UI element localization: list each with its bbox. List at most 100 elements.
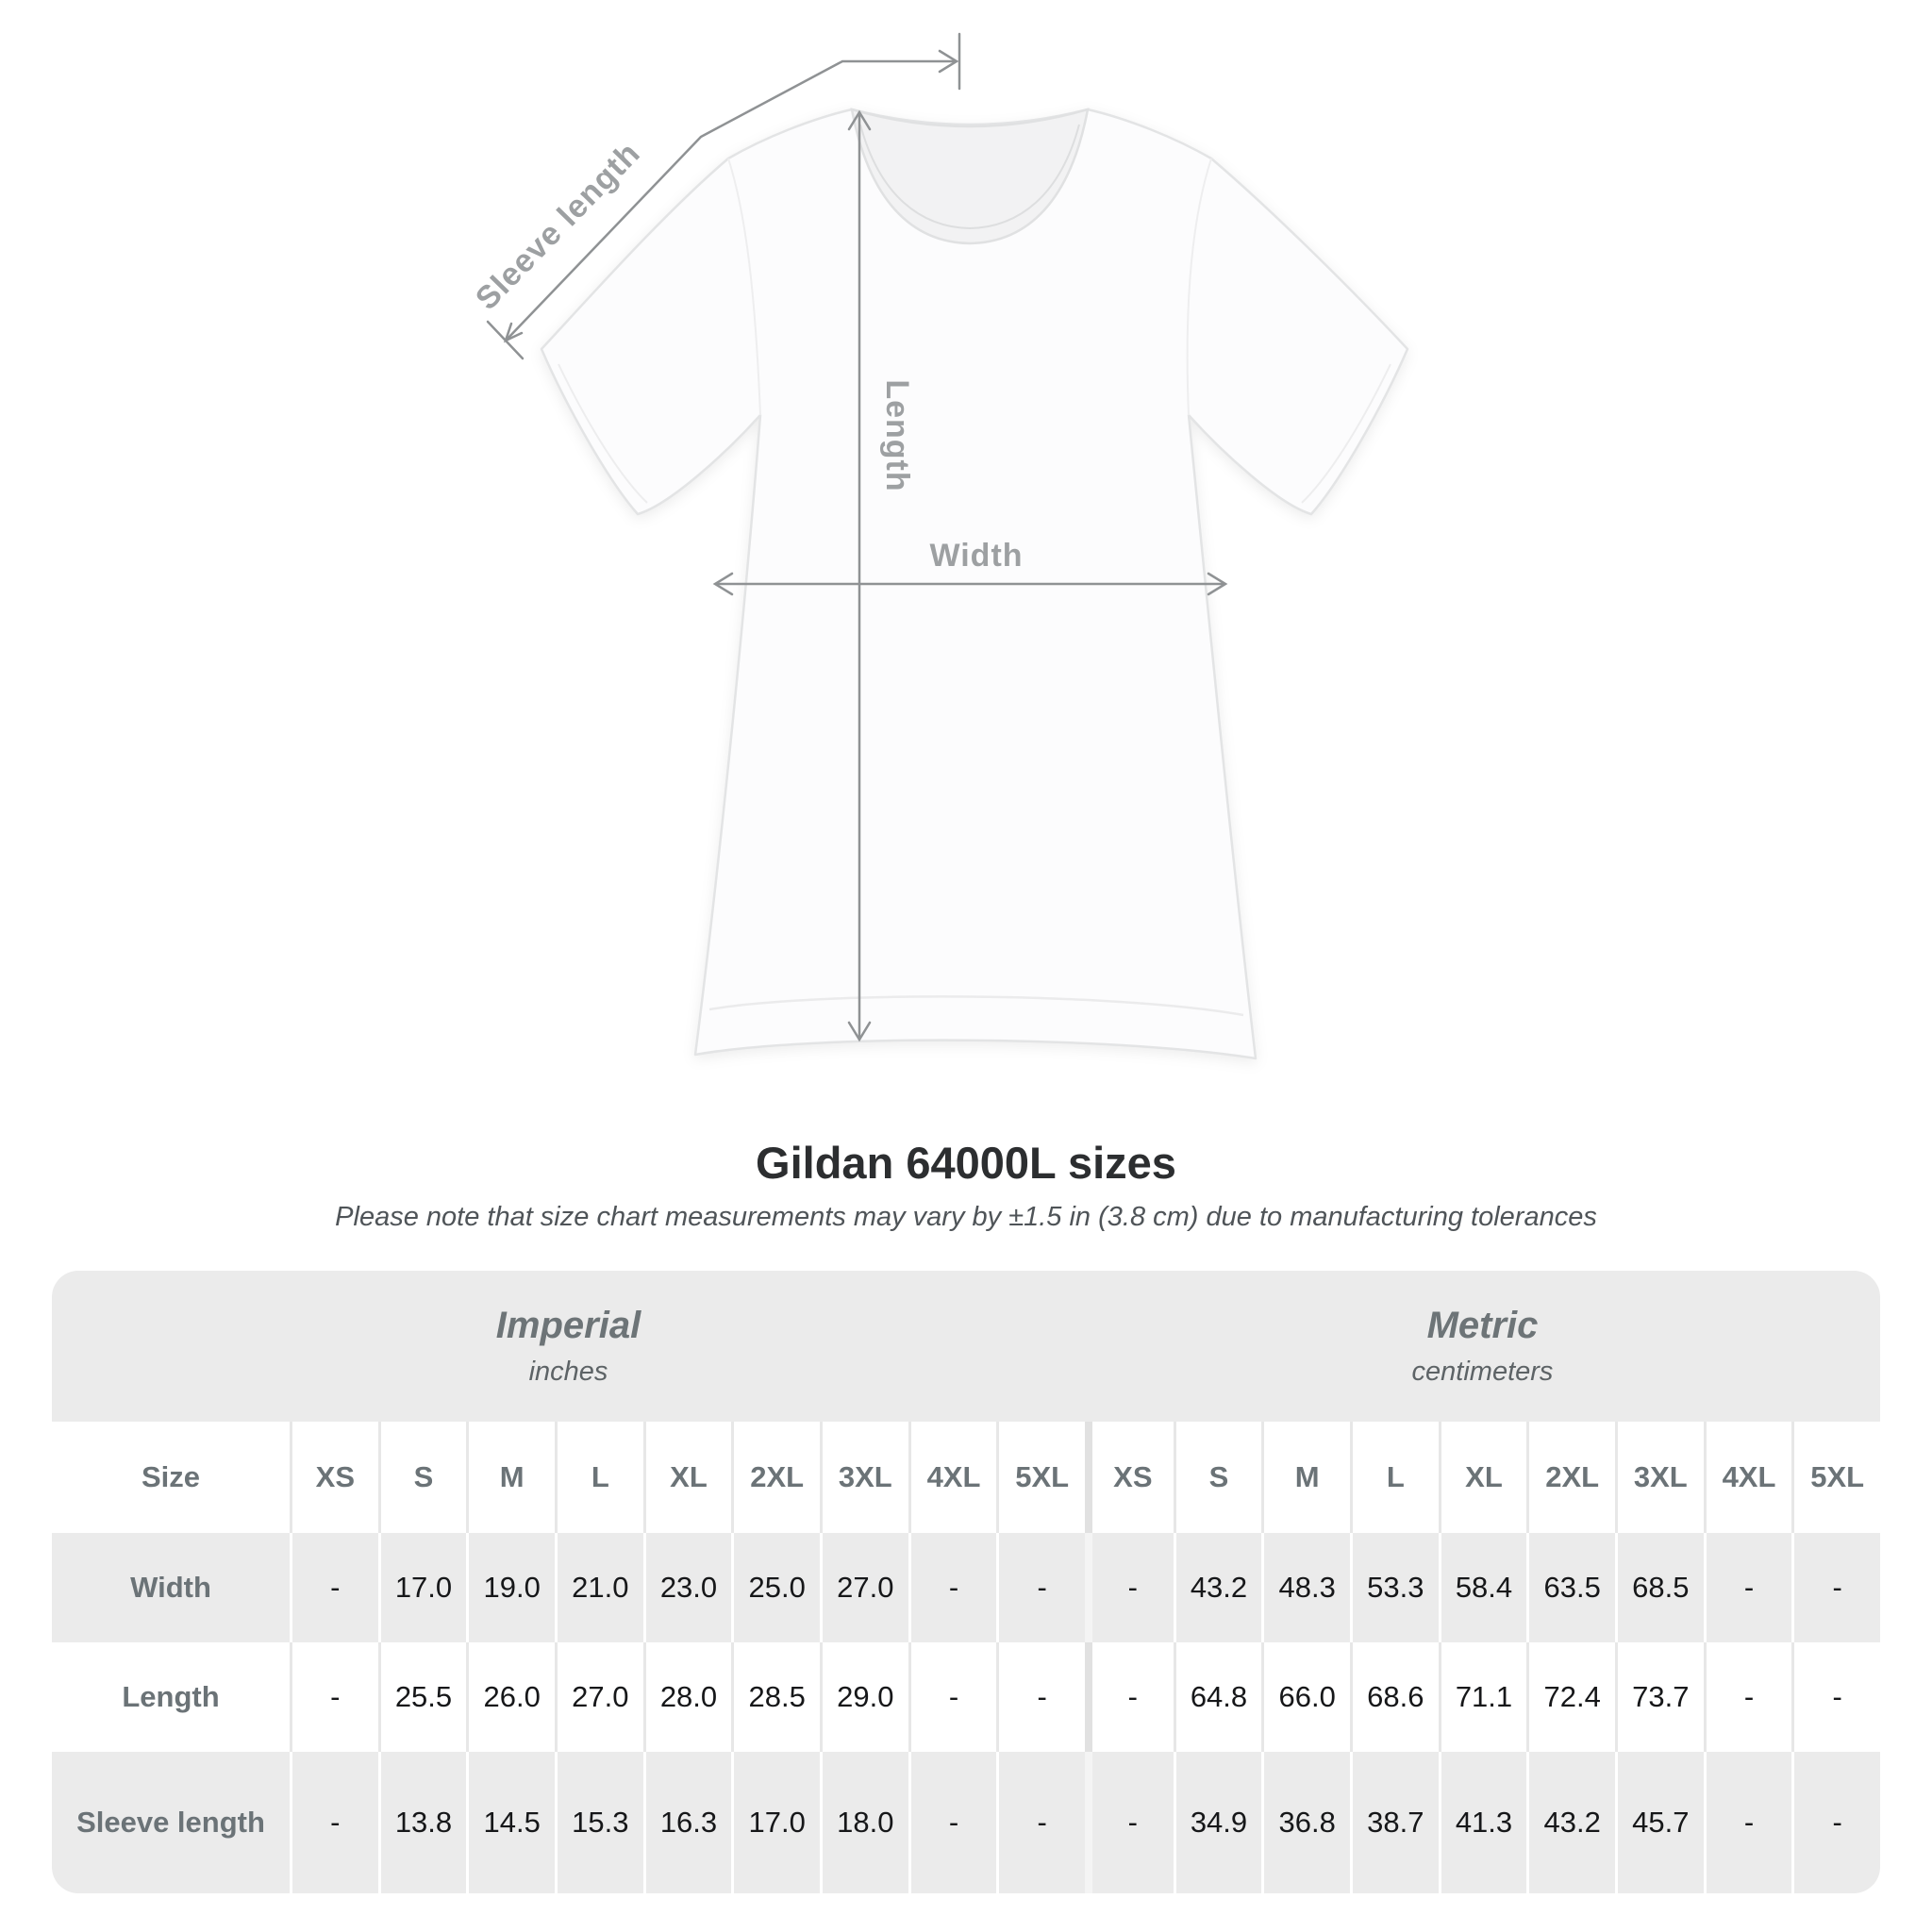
- col-header-metric-xs: XS: [1084, 1422, 1174, 1533]
- page-title: Gildan 64000L sizes: [756, 1138, 1176, 1188]
- table-cell: 53.3: [1349, 1533, 1439, 1642]
- col-header-metric-3xl: 3XL: [1614, 1422, 1704, 1533]
- col-header-imperial-l: L: [554, 1422, 643, 1533]
- table-cell: -: [290, 1533, 378, 1642]
- table-cell: 17.0: [731, 1752, 820, 1893]
- col-header-metric-m: M: [1261, 1422, 1350, 1533]
- col-header-metric-l: L: [1349, 1422, 1439, 1533]
- width-measure-line: [712, 572, 1228, 596]
- table-cell: 27.0: [819, 1533, 908, 1642]
- table-cell: 21.0: [554, 1533, 643, 1642]
- width-label: Width: [929, 538, 1023, 574]
- col-header-metric-s: S: [1173, 1422, 1262, 1533]
- table-cell: -: [1703, 1642, 1792, 1752]
- table-cell: 17.0: [377, 1533, 467, 1642]
- tshirt-hem-seam: [708, 995, 1244, 1017]
- width-arrow-left-icon: [712, 572, 734, 596]
- col-header-metric-5xl: 5XL: [1791, 1422, 1880, 1533]
- col-header-imperial-2xl: 2XL: [731, 1422, 820, 1533]
- metric-unit: centimeters: [1411, 1357, 1554, 1387]
- tshirt-right-cuff-seam: [1301, 363, 1391, 504]
- table-cell: 28.5: [731, 1642, 820, 1752]
- table-cell: 29.0: [819, 1642, 908, 1752]
- table-cell: 15.3: [554, 1752, 643, 1893]
- table-cell: -: [1791, 1642, 1880, 1752]
- col-header-metric-xl: XL: [1438, 1422, 1527, 1533]
- table-cell: -: [1084, 1642, 1174, 1752]
- table-cell: 13.8: [377, 1752, 467, 1893]
- table-cell: 58.4: [1438, 1533, 1527, 1642]
- col-header-imperial-s: S: [377, 1422, 467, 1533]
- table-cell: 28.0: [642, 1642, 732, 1752]
- length-arrow-up-icon: [847, 109, 872, 131]
- col-header-imperial-3xl: 3XL: [819, 1422, 908, 1533]
- metric-label: Metric: [1426, 1305, 1539, 1346]
- table-cell: 72.4: [1526, 1642, 1615, 1752]
- width-arrow-right-icon: [1207, 572, 1228, 596]
- table-cell: -: [1084, 1533, 1174, 1642]
- sleeve-arrow-right-icon: [938, 49, 959, 74]
- imperial-group-header: Imperial inches: [52, 1271, 1085, 1422]
- row-label-width: Width: [52, 1533, 290, 1642]
- table-cell: 68.6: [1349, 1642, 1439, 1752]
- table-cell: -: [290, 1642, 378, 1752]
- tolerance-note: Please note that size chart measurements…: [335, 1202, 1597, 1233]
- size-table: Imperial inches Metric centimeters Size …: [52, 1271, 1880, 1893]
- col-header-imperial-m: M: [466, 1422, 555, 1533]
- row-label-sleeve-length: Sleeve length: [52, 1752, 290, 1893]
- table-cell: -: [908, 1752, 997, 1893]
- table-cell: 14.5: [466, 1752, 555, 1893]
- table-cell: 18.0: [819, 1752, 908, 1893]
- table-cell: -: [1703, 1752, 1792, 1893]
- table-cell: 43.2: [1173, 1533, 1262, 1642]
- table-cell: -: [908, 1642, 997, 1752]
- tshirt-collar-seam: [859, 124, 1080, 230]
- table-cell: -: [996, 1752, 1085, 1893]
- tshirt-left-cuff-seam: [558, 363, 648, 504]
- table-cell: 71.1: [1438, 1642, 1527, 1752]
- table-cell: 38.7: [1349, 1752, 1439, 1893]
- tshirt-diagram-svg: Sleeve length Length Width: [469, 32, 1409, 1060]
- tshirt-measurement-diagram: Sleeve length Length Width: [469, 32, 1409, 1060]
- table-cell: 25.0: [731, 1533, 820, 1642]
- col-header-imperial-xs: XS: [290, 1422, 378, 1533]
- table-cell: -: [1791, 1533, 1880, 1642]
- table-cell: -: [996, 1533, 1085, 1642]
- table-cell: 36.8: [1261, 1752, 1350, 1893]
- table-cell: 41.3: [1438, 1752, 1527, 1893]
- table-cell: 45.7: [1614, 1752, 1704, 1893]
- sleeve-measure-line: [486, 32, 961, 360]
- col-header-imperial-5xl: 5XL: [996, 1422, 1085, 1533]
- table-cell: 66.0: [1261, 1642, 1350, 1752]
- length-measure-line: [847, 109, 872, 1042]
- table-cell: -: [1084, 1752, 1174, 1893]
- sleeve-end-tick: [486, 320, 525, 360]
- table-cell: -: [908, 1533, 997, 1642]
- size-corner-header: Size: [52, 1422, 290, 1533]
- title-block: Gildan 64000L sizes Please note that siz…: [0, 1138, 1932, 1233]
- metric-group-header: Metric centimeters: [1084, 1271, 1880, 1422]
- row-label-length: Length: [52, 1642, 290, 1752]
- table-cell: 16.3: [642, 1752, 732, 1893]
- col-header-imperial-4xl: 4XL: [908, 1422, 997, 1533]
- length-label: Length: [879, 379, 915, 491]
- tshirt-neck-opening: [850, 108, 1090, 245]
- table-cell: -: [1791, 1752, 1880, 1893]
- tshirt-left-armhole-seam: [727, 158, 761, 416]
- table-cell: 68.5: [1614, 1533, 1704, 1642]
- col-header-imperial-xl: XL: [642, 1422, 732, 1533]
- table-cell: 27.0: [554, 1642, 643, 1752]
- col-header-metric-4xl: 4XL: [1703, 1422, 1792, 1533]
- tshirt-right-armhole-seam: [1186, 158, 1212, 416]
- table-cell: 43.2: [1526, 1752, 1615, 1893]
- table-cell: -: [996, 1642, 1085, 1752]
- imperial-label: Imperial: [495, 1305, 641, 1346]
- table-cell: 64.8: [1173, 1642, 1262, 1752]
- col-header-metric-2xl: 2XL: [1526, 1422, 1615, 1533]
- table-cell: 26.0: [466, 1642, 555, 1752]
- table-cell: 25.5: [377, 1642, 467, 1752]
- table-cell: 63.5: [1526, 1533, 1615, 1642]
- table-cell: 48.3: [1261, 1533, 1350, 1642]
- table-cell: 23.0: [642, 1533, 732, 1642]
